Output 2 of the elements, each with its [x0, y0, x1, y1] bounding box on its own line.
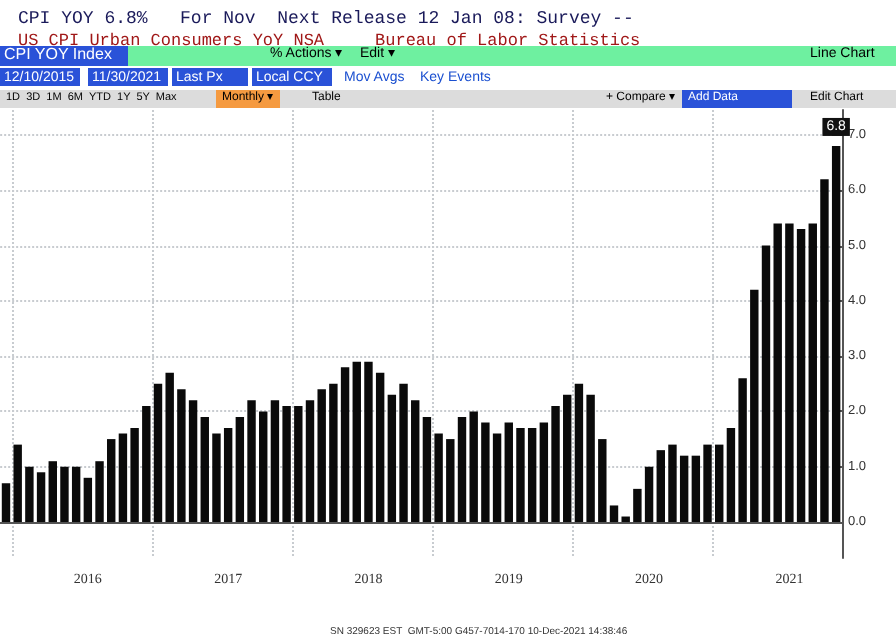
- chart-title: CPI YOY 6.8% For Nov Next Release 12 Jan 08: Survey --: [18, 9, 634, 29]
- text: CPI YOY Index: [4, 45, 112, 63]
